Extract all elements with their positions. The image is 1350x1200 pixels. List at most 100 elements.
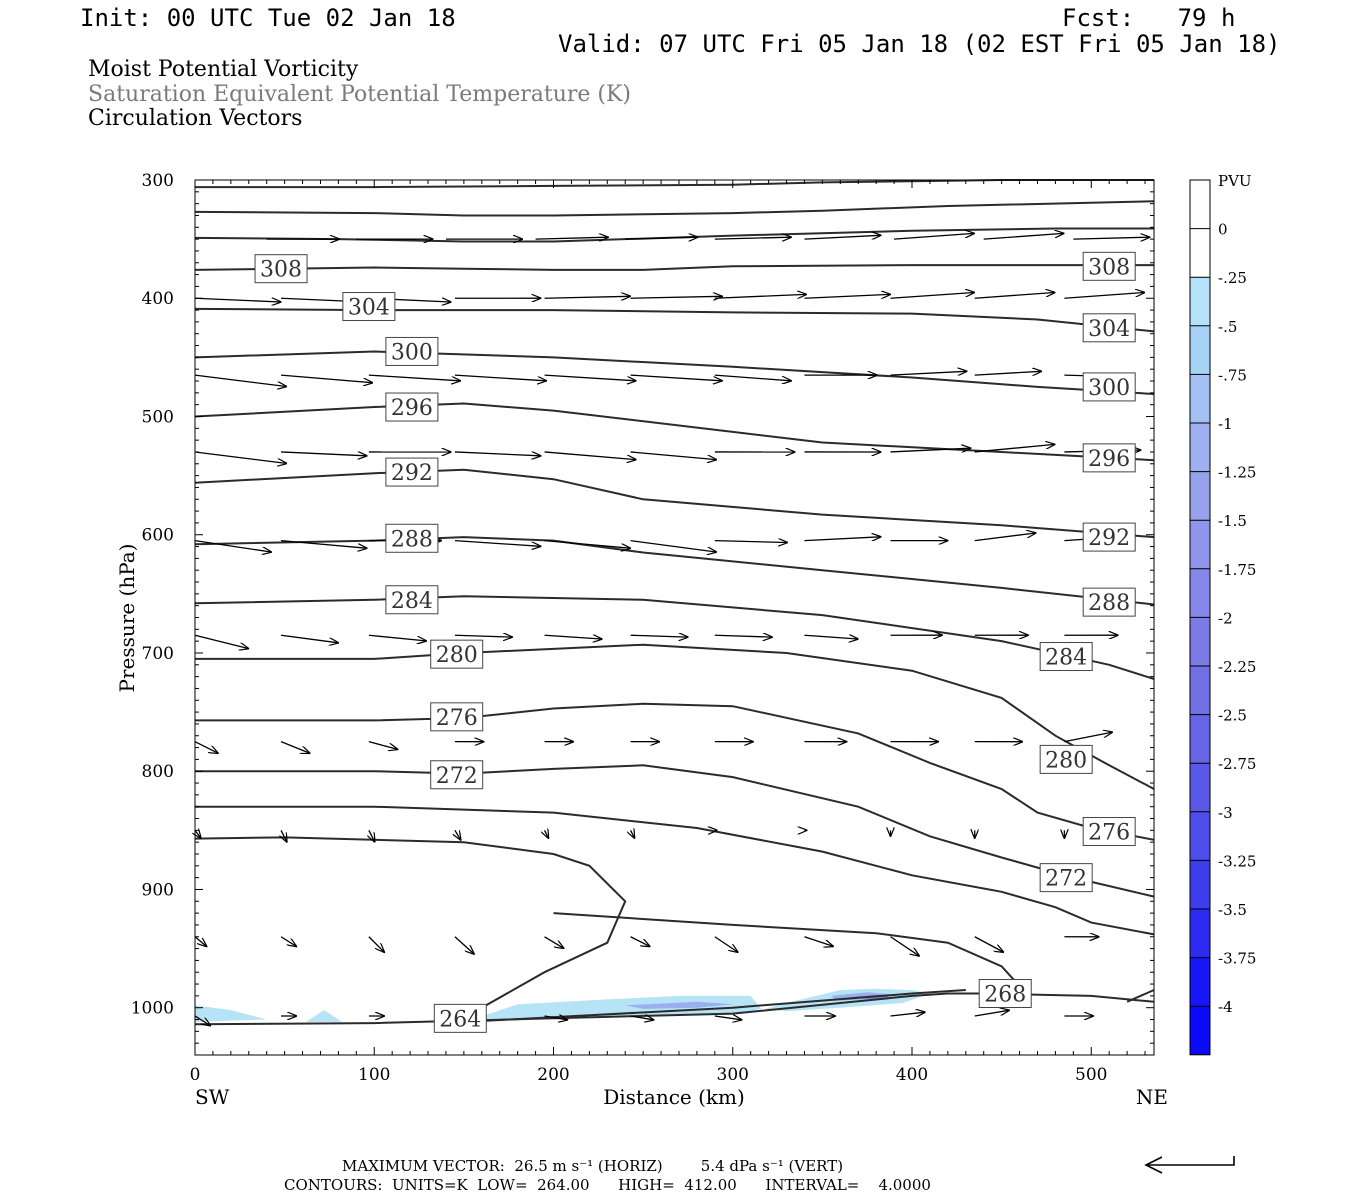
colorbar-label: -3 — [1218, 804, 1233, 822]
contour-label-box — [342, 292, 396, 322]
colorbar-swatch — [1190, 860, 1210, 909]
colorbar-label: -2 — [1218, 609, 1233, 627]
x-tick-label: 200 — [537, 1065, 569, 1085]
contour-line-304 — [194, 307, 1155, 333]
contour-label-264-0: 264 — [433, 1003, 487, 1033]
circulation-vector — [368, 936, 384, 952]
contour-label-288-0: 288 — [385, 523, 439, 553]
sw-end-label: SW — [195, 1085, 230, 1109]
forecast-hour: Fcst: 79 h — [1062, 4, 1236, 32]
circulation-vector — [890, 371, 966, 376]
contour-line-296 — [194, 402, 1155, 462]
colorbar-label: -.25 — [1218, 269, 1247, 287]
circulation-vector — [625, 237, 697, 239]
circulation-vector — [1073, 237, 1149, 239]
contour-label-284-1: 284 — [1039, 642, 1093, 672]
contour-label-300-1: 300 — [1082, 372, 1136, 402]
contour-line-280 — [195, 643, 1155, 790]
contour-label-box — [1082, 522, 1136, 552]
contour-label-276-0: 276 — [430, 702, 484, 732]
contour-label-284-0: 284 — [385, 585, 439, 615]
contour-line-unlabeled-14 — [194, 836, 966, 1024]
contour-label-text: 308 — [260, 258, 302, 283]
circulation-vector — [280, 539, 366, 549]
contour-label-box — [385, 457, 439, 487]
circulation-vector — [804, 936, 833, 947]
colorbar-label: -.75 — [1218, 366, 1247, 384]
contour-label-text: 300 — [1088, 376, 1130, 401]
colorbar-label: -1.75 — [1218, 561, 1256, 579]
contour-label-300-0: 300 — [385, 336, 439, 366]
colorbar-label: -2.5 — [1218, 707, 1247, 725]
circulation-vector — [714, 1016, 742, 1020]
y-tick-label: 900 — [142, 880, 174, 900]
circulation-vector — [194, 1015, 210, 1026]
pv-shade-1 — [306, 1010, 342, 1022]
colorbar-label: -1.25 — [1218, 464, 1256, 482]
contour-label-288-1: 288 — [1082, 587, 1136, 617]
contour-label-box — [1082, 587, 1136, 617]
circulation-vector — [544, 1016, 568, 1020]
contour-label-292-0: 292 — [385, 457, 439, 487]
init-time: Init: 00 UTC Tue 02 Jan 18 — [80, 4, 456, 32]
colorbar-label: 0 — [1218, 221, 1228, 239]
circulation-vector — [368, 374, 460, 381]
colorbar-swatch — [1190, 374, 1210, 423]
contour-label-text: 300 — [391, 340, 433, 365]
contour-label-box — [1082, 817, 1136, 847]
colorbar-label: -1.5 — [1218, 512, 1247, 530]
colorbar-label: -3.75 — [1218, 950, 1256, 968]
colorbar-label: -2.75 — [1218, 755, 1256, 773]
circulation-vector — [630, 1016, 654, 1020]
circulation-vector — [714, 374, 791, 381]
contour-label-box — [254, 254, 308, 284]
contour-label-text: 296 — [391, 396, 433, 421]
contour-label-text: 308 — [1088, 255, 1130, 280]
contour-line-284 — [194, 595, 1155, 680]
colorbar-swatch — [1190, 277, 1210, 326]
ne-end-label: NE — [1136, 1085, 1168, 1109]
pv-shade-2 — [472, 995, 762, 1020]
circulation-vector — [281, 451, 366, 456]
circulation-vector — [544, 936, 564, 948]
circulation-vector — [804, 635, 857, 639]
pv-shade-4 — [625, 1001, 733, 1009]
circulation-vector — [280, 374, 372, 383]
circulation-vector — [280, 741, 309, 753]
contour-line-unlabeled-15 — [553, 912, 1019, 985]
contour-label-308-1: 308 — [1082, 251, 1136, 281]
contour-label-308-0: 308 — [254, 254, 308, 284]
colorbar-label: -1 — [1218, 415, 1233, 433]
circulation-vector — [544, 374, 636, 381]
contour-label-text: 292 — [1088, 526, 1130, 551]
colorbar-label: -.5 — [1218, 318, 1237, 336]
colorbar-swatch — [1190, 811, 1210, 861]
contour-label-text: 276 — [436, 706, 478, 731]
circulation-vector — [714, 936, 738, 952]
colorbar-label: -2.25 — [1218, 658, 1256, 676]
circulation-vector — [630, 936, 650, 947]
circulation-vector — [195, 830, 201, 838]
colorbar-swatch — [1190, 763, 1210, 812]
circulation-vector — [194, 539, 271, 552]
circulation-vector — [714, 237, 791, 239]
title-circulation: Circulation Vectors — [88, 106, 303, 131]
title-theta-es: Saturation Equivalent Potential Temperat… — [88, 82, 631, 107]
contour-label-text: 304 — [348, 296, 390, 321]
contour-label-box — [385, 523, 439, 553]
y-tick-label: 800 — [142, 762, 174, 782]
contour-line-272 — [195, 764, 1155, 898]
contour-label-text: 276 — [1088, 821, 1130, 846]
circulation-vector — [894, 233, 974, 240]
contour-label-text: 280 — [436, 643, 478, 668]
contour-label-box — [385, 585, 439, 615]
contour-label-text: 268 — [984, 983, 1026, 1008]
circulation-vector — [890, 293, 974, 299]
circulation-vector — [280, 634, 338, 643]
colorbar-swatch — [1190, 1006, 1210, 1055]
contour-label-text: 264 — [439, 1007, 481, 1032]
contour-line-unlabeled-1 — [194, 200, 1155, 217]
circulation-vector — [194, 634, 248, 648]
circulation-vector — [974, 533, 1036, 542]
